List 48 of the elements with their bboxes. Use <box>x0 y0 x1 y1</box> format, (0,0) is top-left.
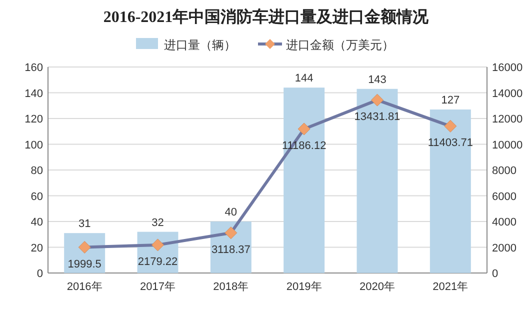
point <box>224 226 238 240</box>
point <box>371 94 384 106</box>
y2-tick-label: 12000 <box>492 114 523 126</box>
y2-tick-label: 4000 <box>492 216 516 228</box>
y-tick-label: 0 <box>36 268 43 280</box>
data-label: 13431.81 <box>354 111 400 124</box>
y-tick-label: 20 <box>30 242 43 254</box>
bar <box>430 109 471 273</box>
data-label: 127 <box>441 94 460 106</box>
y2-tick-label: 6000 <box>492 190 516 203</box>
data-label: 31 <box>78 218 91 230</box>
data-label: 11403.71 <box>428 137 473 150</box>
data-label: 3118.37 <box>211 244 250 256</box>
y-tick-label: 100 <box>24 139 43 152</box>
x-tick-label: 2021年 <box>432 281 468 293</box>
y-tick-label: 60 <box>30 190 43 203</box>
bar <box>210 222 252 273</box>
y-tick-label: 80 <box>30 165 43 177</box>
data-label: 1999.5 <box>68 258 102 270</box>
point <box>152 238 164 252</box>
y2-tick-label: 14000 <box>492 88 523 100</box>
data-label: 144 <box>294 72 314 85</box>
legend-label: 进口金额（万美元） <box>286 38 394 52</box>
x-tick-label: 2019年 <box>286 281 322 293</box>
x-tick-label: 2018年 <box>213 281 249 293</box>
x-tick-label: 2016年 <box>66 281 102 293</box>
data-label: 32 <box>152 216 164 229</box>
data-label: 143 <box>368 74 386 86</box>
y-tick-label: 40 <box>30 216 43 228</box>
y-tick-label: 140 <box>24 88 43 100</box>
y-tick-label: 160 <box>24 62 43 74</box>
y-tick-label: 120 <box>24 114 43 126</box>
y2-tick-label: 0 <box>492 268 498 280</box>
y2-tick-label: 8000 <box>492 165 516 177</box>
x-tick-label: 2017年 <box>140 281 176 293</box>
data-label: 40 <box>224 206 238 218</box>
x-tick-label: 2020年 <box>360 281 395 293</box>
y2-tick-label: 16000 <box>492 62 523 74</box>
y2-tick-label: 2000 <box>492 242 516 254</box>
bar <box>356 88 398 273</box>
y2-tick-label: 10000 <box>492 139 523 152</box>
point <box>444 120 457 132</box>
chart-title: 2016-2021年中国消防车进口量及进口金额情况 <box>103 8 430 26</box>
point <box>298 122 310 136</box>
legend-label: 进口量（辆） <box>164 38 236 52</box>
bar <box>284 88 325 273</box>
data-label: 2179.22 <box>138 256 178 268</box>
data-label: 11186.12 <box>282 140 326 152</box>
